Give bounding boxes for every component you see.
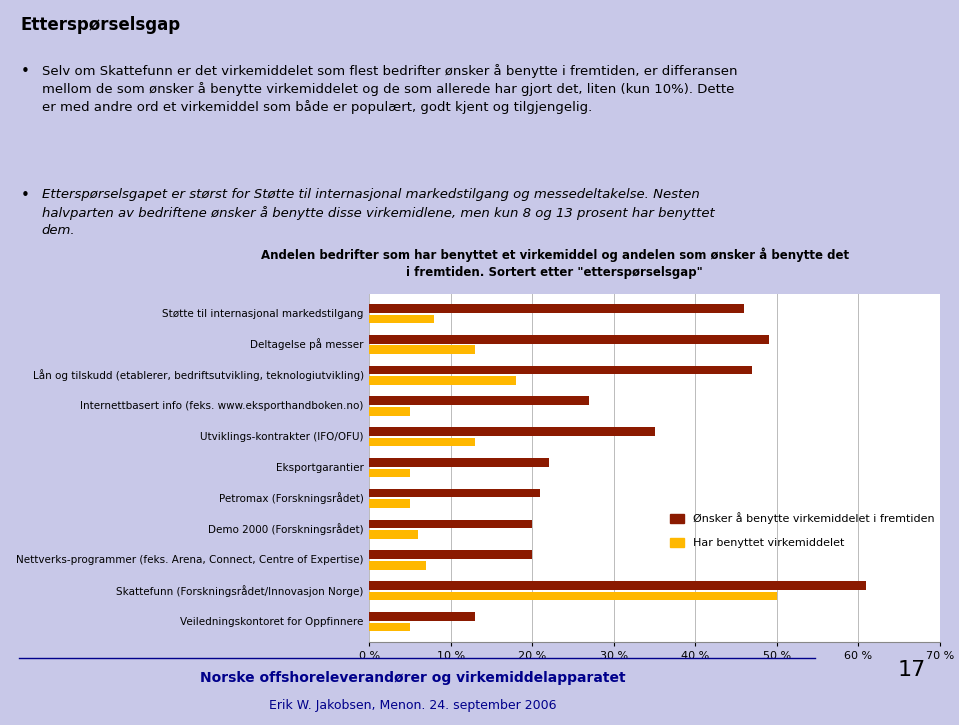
Text: Petromax (Forskningsrådet): Petromax (Forskningsrådet) (219, 492, 363, 505)
Text: Internettbasert info (feks. www.eksporthandboken.no): Internettbasert info (feks. www.eksporth… (81, 401, 363, 411)
Text: Eksportgarantier: Eksportgarantier (276, 463, 363, 473)
Text: Utviklings-kontrakter (IFO/OFU): Utviklings-kontrakter (IFO/OFU) (200, 432, 363, 442)
Bar (369, 345, 476, 354)
Text: Støtte til internasjonal markedstilgang: Støtte til internasjonal markedstilgang (162, 309, 363, 319)
Text: Erik W. Jakobsen, Menon. 24. september 2006: Erik W. Jakobsen, Menon. 24. september 2… (269, 700, 556, 713)
Bar (369, 376, 516, 385)
Bar (369, 397, 589, 405)
Bar (369, 458, 549, 467)
Bar (369, 365, 752, 374)
Bar (369, 304, 744, 312)
Bar (369, 500, 410, 508)
Text: Andelen bedrifter som har benyttet et virkemiddel og andelen som ønsker å benytt: Andelen bedrifter som har benyttet et vi… (261, 247, 849, 278)
Bar (369, 468, 410, 477)
Bar (369, 561, 427, 570)
Text: 17: 17 (898, 660, 925, 680)
Bar (369, 427, 654, 436)
Text: Skattefunn (Forskningsrådet/Innovasjon Norge): Skattefunn (Forskningsrådet/Innovasjon N… (116, 585, 363, 597)
Text: Nettverks-programmer (feks. Arena, Connect, Centre of Expertise): Nettverks-programmer (feks. Arena, Conne… (16, 555, 363, 565)
Bar (369, 530, 418, 539)
Text: Selv om Skattefunn er det virkemiddelet som flest bedrifter ønsker å benytte i f: Selv om Skattefunn er det virkemiddelet … (41, 64, 737, 115)
Bar (369, 520, 532, 529)
Bar (369, 581, 867, 590)
Text: •: • (21, 64, 30, 79)
Bar (369, 438, 476, 447)
Bar (369, 489, 541, 497)
Legend: Ønsker å benytte virkemiddelet i fremtiden, Har benyttet virkemiddelet: Ønsker å benytte virkemiddelet i fremtid… (670, 513, 934, 548)
Bar (369, 407, 410, 415)
Text: Demo 2000 (Forskningsrådet): Demo 2000 (Forskningsrådet) (208, 523, 363, 535)
Bar (369, 612, 476, 621)
Bar (369, 592, 777, 600)
Text: •: • (21, 188, 30, 203)
Text: Veiledningskontoret for Oppfinnere: Veiledningskontoret for Oppfinnere (180, 616, 363, 626)
Text: Lån og tilskudd (etablerer, bedriftsutvikling, teknologiutvikling): Lån og tilskudd (etablerer, bedriftsutvi… (33, 369, 363, 381)
Bar (369, 335, 769, 344)
Bar (369, 550, 532, 559)
Text: Etterspørselsgap: Etterspørselsgap (21, 16, 181, 34)
Bar (369, 315, 434, 323)
Text: Norske offshoreleverandører og virkemiddelapparatet: Norske offshoreleverandører og virkemidd… (199, 671, 625, 685)
Bar (369, 623, 410, 631)
Text: Etterspørselsgapet er størst for Støtte til internasjonal markedstilgang og mess: Etterspørselsgapet er størst for Støtte … (41, 188, 714, 236)
Text: Deltagelse på messer: Deltagelse på messer (250, 339, 363, 350)
